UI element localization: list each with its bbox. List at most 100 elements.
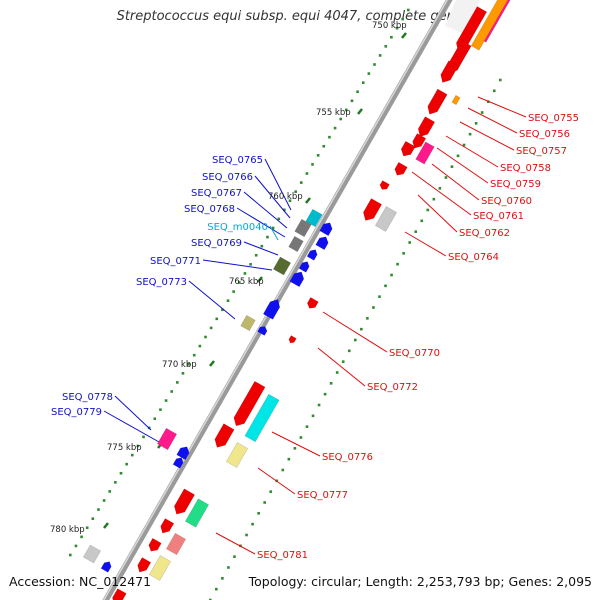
gene-feature[interactable] — [415, 141, 435, 165]
gene-feature[interactable] — [156, 427, 178, 451]
tick-dot — [299, 436, 303, 439]
gene-feature[interactable] — [176, 444, 192, 461]
gene-feature[interactable] — [225, 442, 249, 468]
tick-dot — [119, 471, 123, 475]
gene-feature[interactable] — [212, 423, 235, 451]
gene-feature[interactable] — [272, 256, 292, 276]
gene-label[interactable]: SEQ_0777 — [297, 490, 348, 501]
tick-dot — [209, 598, 212, 600]
gene-feature[interactable] — [410, 133, 427, 150]
gene-feature[interactable] — [360, 198, 383, 223]
tick-dot — [281, 468, 285, 472]
tick-dot — [294, 190, 297, 193]
gene-feature[interactable] — [171, 488, 196, 518]
gene-label[interactable]: SEQ_0766 — [202, 172, 253, 183]
tick-dot — [378, 54, 382, 57]
gene-label[interactable]: SEQ_0768 — [184, 204, 235, 215]
label-leader — [202, 259, 273, 271]
label-leader — [188, 280, 236, 320]
gene-feature[interactable] — [147, 537, 162, 553]
gene-label[interactable]: SEQ_0776 — [322, 452, 373, 463]
gene-feature[interactable] — [257, 325, 269, 336]
gene-feature[interactable] — [165, 532, 187, 556]
gene-label[interactable]: SEQ_0762 — [459, 228, 510, 239]
gene-feature[interactable] — [425, 88, 448, 117]
gene-label[interactable]: SEQ_0767 — [191, 188, 242, 199]
label-leader — [243, 191, 288, 229]
gene-feature[interactable] — [82, 544, 102, 564]
gene-feature[interactable] — [244, 393, 280, 443]
gene-label[interactable]: SEQ_0760 — [481, 196, 532, 207]
gene-feature[interactable] — [288, 335, 297, 344]
tick-dot — [283, 208, 286, 212]
tick-dot — [102, 499, 106, 502]
gene-label[interactable]: SEQ_0779 — [51, 407, 102, 418]
gene-label[interactable]: SEQ_0764 — [448, 252, 499, 263]
gene-feature[interactable] — [379, 180, 390, 192]
gene-feature[interactable] — [135, 557, 152, 574]
tick-dot — [238, 281, 241, 284]
gene-feature[interactable] — [184, 498, 210, 528]
label-leader — [264, 158, 292, 211]
tick-dot — [181, 372, 185, 375]
tick-dot — [108, 490, 112, 493]
gene-label[interactable]: SEQ_0759 — [490, 179, 541, 190]
gene-feature[interactable] — [305, 208, 323, 228]
gene-label[interactable]: SEQ_0781 — [257, 550, 308, 561]
tick-dot — [366, 317, 369, 320]
tick-dot — [480, 111, 484, 114]
gene-feature[interactable] — [470, 0, 510, 51]
gene-label[interactable]: SEQ_0778 — [62, 392, 113, 403]
label-leader — [404, 231, 447, 257]
map-title: Streptococcus equi subsp. equi 4047, com… — [116, 9, 484, 24]
gene-feature[interactable] — [288, 235, 304, 253]
gene-feature[interactable] — [415, 116, 436, 140]
tick-dot — [367, 72, 371, 75]
gene-feature[interactable] — [262, 297, 282, 320]
gene-label[interactable]: SEQ_0758 — [500, 163, 551, 174]
tick-dot — [361, 81, 365, 84]
gene-label[interactable]: SEQ_0770 — [389, 348, 440, 359]
gene-label[interactable]: SEQ_0773 — [136, 277, 187, 288]
gene-feature[interactable] — [315, 234, 331, 251]
label-leader — [103, 410, 160, 443]
gene-feature[interactable] — [240, 314, 256, 332]
gene-label[interactable]: SEQ_0755 — [528, 113, 579, 124]
tick-dot — [420, 219, 424, 223]
gene-label[interactable]: SEQ_0756 — [519, 129, 570, 140]
gene-feature[interactable] — [172, 456, 185, 469]
gene-feature[interactable] — [158, 518, 175, 535]
gene-feature[interactable] — [100, 560, 113, 573]
label-leader — [236, 207, 286, 238]
gene-feature[interactable] — [319, 220, 335, 237]
tick-dot — [438, 187, 442, 190]
gene-label[interactable]: SEQ_0757 — [516, 146, 567, 157]
gene-feature[interactable] — [399, 140, 416, 159]
tick-dot — [432, 197, 436, 201]
gene-label[interactable]: SEQ_0761 — [473, 211, 524, 222]
label-leader — [445, 135, 499, 168]
gene-feature[interactable] — [374, 206, 398, 232]
label-leader — [269, 225, 279, 241]
gene-feature[interactable] — [110, 588, 127, 600]
tick-dot — [266, 235, 269, 239]
gene-feature[interactable] — [306, 248, 319, 261]
gene-feature[interactable] — [231, 380, 266, 429]
gene-feature[interactable] — [451, 94, 461, 106]
gene-feature[interactable] — [148, 555, 172, 581]
gene-label[interactable]: SEQ_0771 — [150, 256, 201, 267]
gene-feature[interactable] — [393, 161, 408, 177]
gene-feature[interactable] — [306, 297, 319, 310]
tick-dot — [74, 544, 78, 548]
gene-label[interactable]: SEQ_0769 — [191, 238, 242, 249]
gene-feature[interactable] — [294, 218, 312, 238]
gene-feature[interactable] — [289, 269, 307, 288]
tick-dot — [311, 414, 315, 418]
gene-label[interactable]: SEQ_0772 — [367, 382, 418, 393]
tick-dot — [159, 408, 162, 411]
gene-feature[interactable] — [298, 260, 311, 273]
gene-feature[interactable] — [438, 60, 459, 86]
gene-label[interactable]: SEQ_0765 — [212, 155, 263, 166]
gene-label[interactable]: SEQ_m0040 — [207, 222, 268, 233]
kbp-label: 760 kbp — [268, 192, 303, 202]
